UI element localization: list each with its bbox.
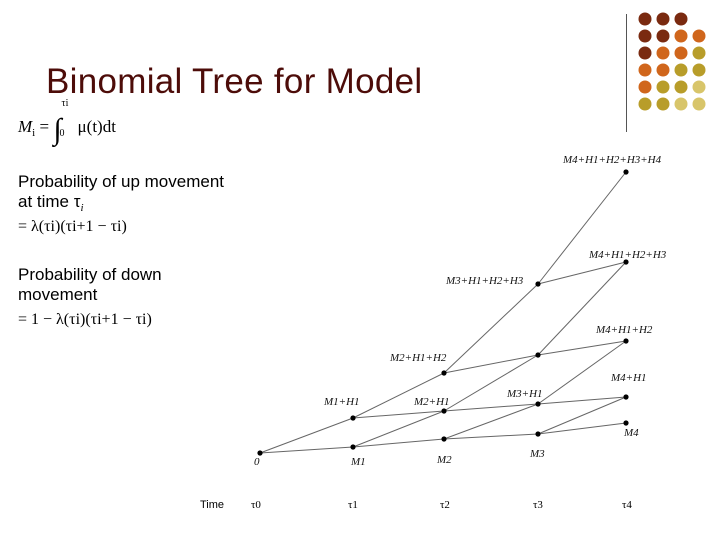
- decorative-dot: [656, 29, 670, 43]
- tree-node: [350, 444, 356, 450]
- up-probability-label: Probability of up movement at time τ: [18, 172, 224, 211]
- decorative-dot: [692, 97, 706, 111]
- tree-edge-down: [443, 354, 539, 374]
- tree-node: [623, 338, 629, 344]
- tree-edge-down: [443, 433, 539, 440]
- decorative-dot: [656, 97, 670, 111]
- tree-edge-up: [537, 261, 627, 356]
- decorative-dot: [638, 63, 652, 77]
- tree-edge-down: [537, 261, 627, 285]
- tree-node: [441, 436, 447, 442]
- tree-node-label: M4+H1: [611, 372, 647, 384]
- decorative-dot: [692, 46, 706, 60]
- formula-integrand: μ(t)dt: [77, 117, 116, 136]
- decorative-dot: [656, 12, 670, 26]
- tree-node: [623, 394, 629, 400]
- integral-formula: Mi = ∫ τi 0 μ(t)dt: [18, 98, 116, 147]
- up-probability-sub: i: [80, 202, 84, 214]
- tree-edge-down: [537, 340, 627, 356]
- tree-node: [535, 431, 541, 437]
- tree-node-label: M4+H1+H2+H3+H4: [563, 154, 662, 166]
- formula-lhs-sub: i: [32, 127, 36, 139]
- formula-eq: =: [35, 117, 54, 136]
- decorative-dot: [674, 12, 688, 26]
- time-axis-label: Time: [200, 499, 225, 511]
- tree-node-label: M1+H1: [324, 396, 360, 408]
- tree-node-label: M3+H1: [507, 388, 543, 400]
- tree-edge-down: [443, 403, 539, 412]
- integral-sign-icon: ∫: [53, 113, 62, 146]
- tree-node-label: M2+H1: [414, 396, 450, 408]
- decorative-dot: [674, 80, 688, 94]
- tree-edge-up: [537, 396, 627, 435]
- tree-edge-down: [352, 410, 445, 419]
- tree-edge-down: [352, 438, 445, 448]
- tree-edge-down: [537, 422, 627, 435]
- tree-node-label: M3+H1+H2+H3: [446, 275, 524, 287]
- tree-node-label: M4: [624, 427, 639, 439]
- tree-node: [257, 450, 263, 456]
- tree-edge-up: [352, 410, 445, 448]
- tree-node-label: M2+H1+H2: [390, 352, 447, 364]
- tree-edge-down: [259, 446, 354, 454]
- time-tick-label: τ3: [533, 499, 543, 511]
- tree-edge-up: [443, 283, 539, 374]
- decorative-dot: [656, 63, 670, 77]
- tree-node: [623, 259, 629, 265]
- decorative-dot: [638, 12, 652, 26]
- tree-edge-up: [537, 171, 627, 285]
- decorative-dot: [656, 80, 670, 94]
- down-probability-formula: = 1 − λ(τi)(τi+1 − τi): [18, 311, 152, 328]
- tree-edge-up: [259, 417, 354, 454]
- tree-edge-up: [352, 372, 445, 419]
- decorative-dot: [674, 29, 688, 43]
- tree-edge-up: [443, 403, 539, 440]
- tree-node: [623, 420, 629, 426]
- tree-node: [350, 415, 356, 421]
- tree-node: [535, 352, 541, 358]
- decorative-dot: [692, 29, 706, 43]
- formula-lhs: M: [18, 117, 33, 136]
- decorative-dot: [692, 80, 706, 94]
- slide-title: Binomial Tree for Model: [46, 62, 423, 101]
- decorative-dot: [638, 29, 652, 43]
- tree-origin-label: 0: [254, 456, 260, 468]
- tree-node-label: M4+H1+H2: [596, 324, 653, 336]
- tree-node: [441, 408, 447, 414]
- decorative-dot: [692, 63, 706, 77]
- tree-node: [535, 401, 541, 407]
- tree-edge-down: [537, 396, 627, 405]
- integral-upper-limit: τi: [61, 98, 69, 109]
- tree-node-label: M3: [530, 448, 545, 460]
- decorative-dot: [674, 63, 688, 77]
- time-tick-label: τ2: [440, 499, 450, 511]
- up-probability-text: Probability of up movement at time τi: [18, 172, 228, 218]
- up-probability-formula: = λ(τi)(τi+1 − τi): [18, 218, 127, 235]
- decorative-dot: [638, 80, 652, 94]
- tree-edge-up: [443, 354, 539, 412]
- decorative-dot: [656, 46, 670, 60]
- decorative-dot: [638, 97, 652, 111]
- tree-node-label: M2: [437, 454, 452, 466]
- tree-edge-up: [537, 340, 627, 405]
- tree-node: [623, 169, 629, 175]
- down-probability-text: Probability of down movement: [18, 265, 162, 304]
- decorative-divider: [626, 14, 627, 132]
- tree-node: [535, 281, 541, 287]
- integral-lower-limit: 0: [59, 128, 65, 139]
- decorative-dot: [674, 97, 688, 111]
- tree-node-label: M1: [351, 456, 366, 468]
- decorative-dot: [674, 46, 688, 60]
- tree-node: [441, 370, 447, 376]
- time-tick-label: τ1: [348, 499, 358, 511]
- tree-node-label: M4+H1+H2+H3: [589, 249, 667, 261]
- time-tick-label: τ4: [622, 499, 632, 511]
- decorative-dot: [638, 46, 652, 60]
- time-tick-label: τ0: [251, 499, 261, 511]
